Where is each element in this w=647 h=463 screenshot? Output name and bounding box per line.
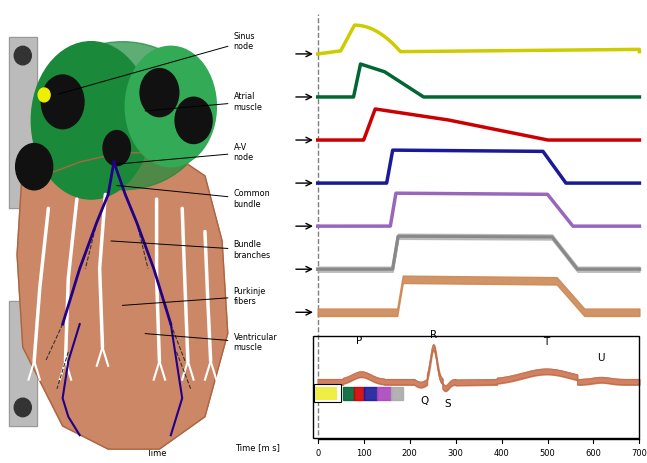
Text: 100: 100 [356, 449, 371, 458]
Ellipse shape [140, 69, 179, 117]
Text: Purkinje
fibers: Purkinje fibers [122, 287, 266, 306]
Ellipse shape [14, 46, 31, 65]
Text: 300: 300 [448, 449, 463, 458]
Polygon shape [343, 387, 353, 400]
Ellipse shape [103, 131, 131, 166]
Ellipse shape [38, 88, 50, 102]
Ellipse shape [37, 42, 208, 190]
Ellipse shape [31, 42, 151, 199]
Text: A-V
node: A-V node [116, 143, 254, 164]
Ellipse shape [16, 144, 52, 190]
Polygon shape [391, 387, 402, 400]
Text: 400: 400 [494, 449, 509, 458]
Text: U: U [598, 353, 605, 363]
Polygon shape [8, 37, 37, 208]
Ellipse shape [41, 75, 84, 129]
Ellipse shape [14, 398, 31, 417]
Polygon shape [364, 387, 377, 400]
Ellipse shape [175, 97, 212, 144]
Text: 500: 500 [540, 449, 555, 458]
Text: 600: 600 [586, 449, 602, 458]
Text: Sinus
node: Sinus node [58, 32, 255, 94]
Text: S: S [444, 400, 450, 409]
Text: T: T [543, 337, 549, 347]
Polygon shape [8, 301, 37, 426]
Text: Time [m s]: Time [m s] [235, 443, 280, 452]
Text: Common
bundle: Common bundle [116, 186, 270, 209]
Text: Atrial
muscle: Atrial muscle [145, 92, 262, 112]
Text: 700: 700 [631, 449, 647, 458]
Text: R: R [430, 330, 437, 340]
Polygon shape [17, 153, 228, 449]
Polygon shape [353, 387, 364, 400]
Polygon shape [377, 387, 391, 400]
Text: Q: Q [420, 396, 428, 406]
Text: 0: 0 [315, 449, 320, 458]
Text: Time: Time [146, 450, 167, 458]
Text: P: P [356, 336, 362, 346]
Bar [315, 387, 338, 400]
Ellipse shape [126, 46, 216, 167]
Text: Ventricular
muscle: Ventricular muscle [145, 333, 277, 352]
Bar [314, 384, 341, 402]
Text: Bundle
branches: Bundle branches [111, 240, 270, 260]
Text: 200: 200 [402, 449, 417, 458]
Bar [313, 336, 639, 438]
